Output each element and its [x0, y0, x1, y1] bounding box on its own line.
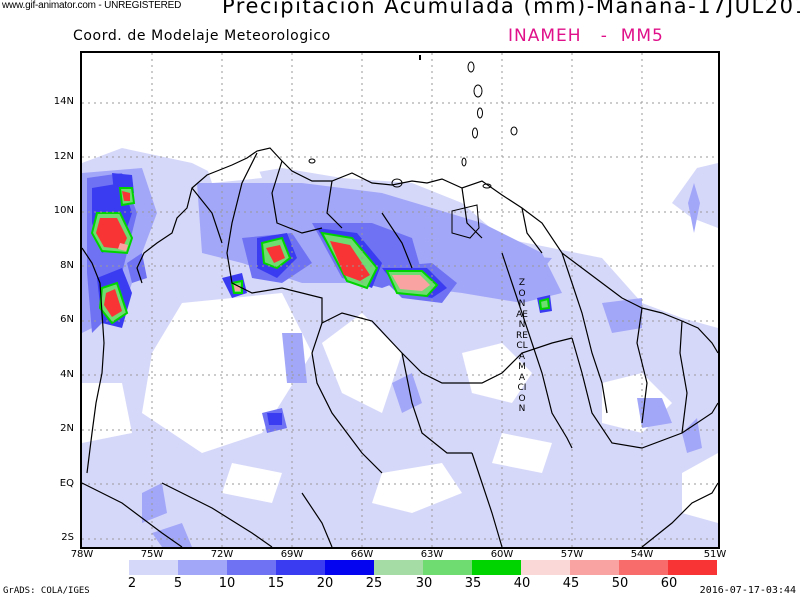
legend-label: 50: [611, 576, 629, 591]
lon-label-66w: 66W: [350, 549, 374, 560]
legend-label: 35: [464, 576, 482, 591]
lat-label-2n: 2N: [60, 423, 74, 434]
legend-label: 10: [218, 576, 236, 591]
precip-legend: [129, 560, 717, 575]
lon-label-57w: 57W: [560, 549, 584, 560]
legend-label: 20: [316, 576, 334, 591]
watermark: www.gif-animator.com - UNREGISTERED: [2, 0, 182, 11]
legend-swatch-15-20: [276, 560, 325, 575]
legend-swatch-45-50: [570, 560, 619, 575]
timestamp: 2016-07-17-03:44: [699, 585, 796, 596]
map-canvas: [82, 53, 718, 547]
lon-label-75w: 75W: [140, 549, 164, 560]
legend-label: 30: [415, 576, 433, 591]
lat-label-4n: 4N: [60, 369, 74, 380]
legend-swatch-2-5: [129, 560, 178, 575]
precipitation-map: [80, 51, 720, 549]
legend-swatch-35-40: [472, 560, 521, 575]
legend-label: 5: [173, 576, 183, 591]
lat-label-12n: 12N: [53, 151, 74, 162]
legend-swatch-10-15: [227, 560, 276, 575]
lon-label-78w: 78W: [70, 549, 94, 560]
chart-subtitle: Coord. de Modelaje Meteorologico: [73, 28, 331, 44]
legend-label: 40: [513, 576, 531, 591]
legend-label: 45: [562, 576, 580, 591]
lat-label-2s: 2S: [61, 532, 74, 543]
legend-label: 25: [365, 576, 383, 591]
lat-label-8n: 8N: [60, 260, 74, 271]
lon-label-60w: 60W: [490, 549, 514, 560]
legend-swatch-20-25: [325, 560, 374, 575]
lon-label-69w: 69W: [280, 549, 304, 560]
lat-label-14n: 14N: [53, 96, 74, 107]
lat-label-6n: 6N: [60, 314, 74, 325]
legend-label: 60: [660, 576, 678, 591]
lon-label-63w: 63W: [420, 549, 444, 560]
legend-label: 2: [127, 576, 137, 591]
zona-en-reclamacion-label: ZONAENRECLAMACION: [516, 278, 528, 414]
lat-label-eq: EQ: [59, 478, 74, 489]
legend-swatch-60-plus: [668, 560, 717, 575]
grads-credit: GrADS: COLA/IGES: [3, 586, 90, 596]
lon-label-54w: 54W: [630, 549, 654, 560]
legend-swatch-50-60: [619, 560, 668, 575]
lon-label-51w: 51W: [703, 549, 727, 560]
legend-swatch-5-10: [178, 560, 227, 575]
chart-title: Precipitacion Acumulada (mm)-Manana-17JU…: [222, 0, 800, 18]
legend-swatch-25-30: [374, 560, 423, 575]
lat-label-10n: 10N: [53, 205, 74, 216]
legend-swatch-30-35: [423, 560, 472, 575]
lon-label-72w: 72W: [210, 549, 234, 560]
legend-label: 15: [267, 576, 285, 591]
legend-swatch-40-45: [521, 560, 570, 575]
agency-label: INAMEH - MM5: [508, 26, 664, 46]
